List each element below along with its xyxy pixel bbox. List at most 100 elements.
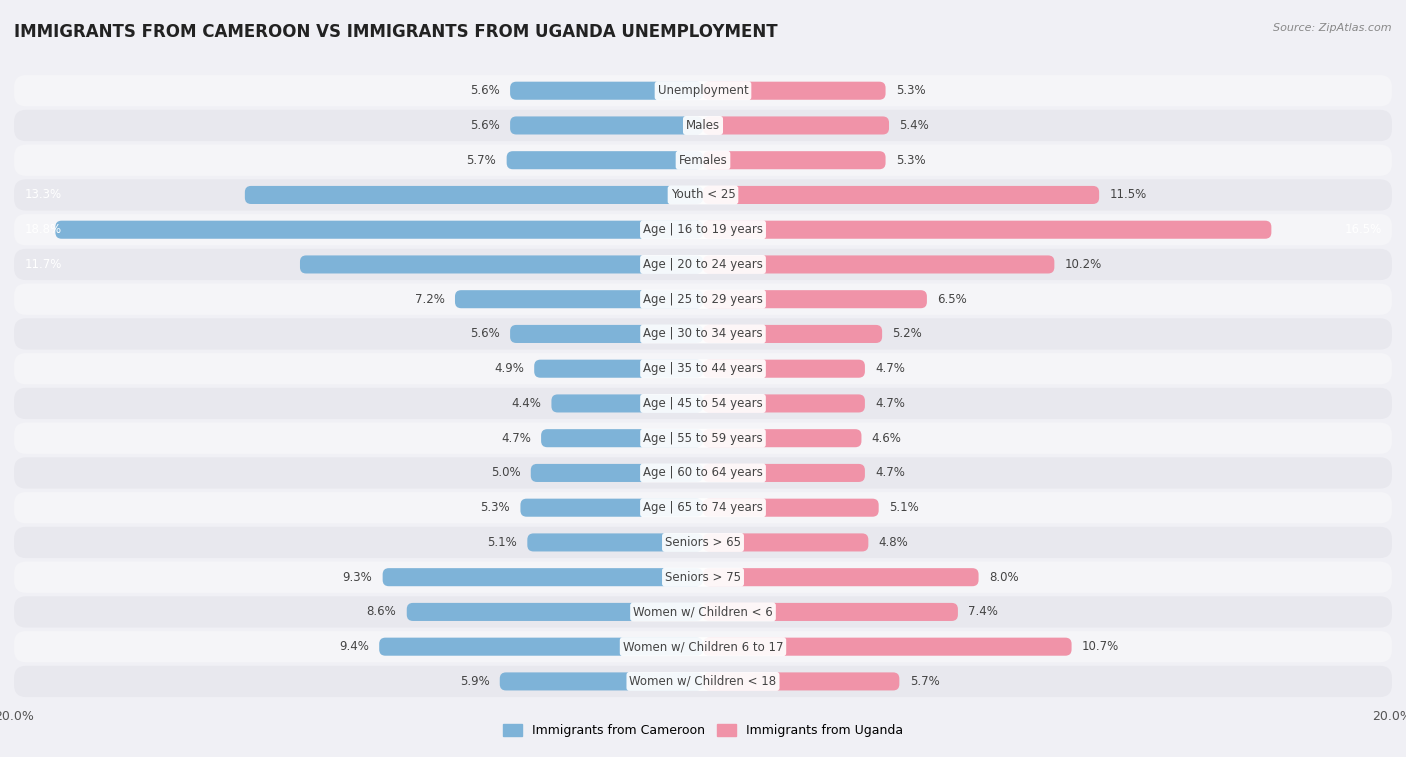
Text: Age | 25 to 29 years: Age | 25 to 29 years xyxy=(643,293,763,306)
Text: 9.3%: 9.3% xyxy=(343,571,373,584)
Text: Age | 60 to 64 years: Age | 60 to 64 years xyxy=(643,466,763,479)
Text: 4.6%: 4.6% xyxy=(872,431,901,444)
FancyBboxPatch shape xyxy=(14,249,1392,280)
FancyBboxPatch shape xyxy=(703,186,1099,204)
FancyBboxPatch shape xyxy=(541,429,703,447)
Text: 5.6%: 5.6% xyxy=(470,119,499,132)
FancyBboxPatch shape xyxy=(703,151,886,170)
FancyBboxPatch shape xyxy=(703,534,869,551)
Text: Age | 35 to 44 years: Age | 35 to 44 years xyxy=(643,362,763,375)
FancyBboxPatch shape xyxy=(510,82,703,100)
Text: Women w/ Children < 6: Women w/ Children < 6 xyxy=(633,606,773,618)
FancyBboxPatch shape xyxy=(703,464,865,482)
Text: 4.7%: 4.7% xyxy=(875,397,905,410)
FancyBboxPatch shape xyxy=(703,325,882,343)
Text: Women w/ Children < 18: Women w/ Children < 18 xyxy=(630,675,776,688)
FancyBboxPatch shape xyxy=(382,569,703,586)
Text: 5.2%: 5.2% xyxy=(893,328,922,341)
Text: 8.0%: 8.0% xyxy=(988,571,1018,584)
Text: 4.7%: 4.7% xyxy=(875,466,905,479)
FancyBboxPatch shape xyxy=(14,110,1392,141)
FancyBboxPatch shape xyxy=(703,637,1071,656)
FancyBboxPatch shape xyxy=(551,394,703,413)
Text: 5.1%: 5.1% xyxy=(488,536,517,549)
FancyBboxPatch shape xyxy=(14,214,1392,245)
FancyBboxPatch shape xyxy=(510,325,703,343)
FancyBboxPatch shape xyxy=(527,534,703,551)
FancyBboxPatch shape xyxy=(510,117,703,135)
Text: 4.8%: 4.8% xyxy=(879,536,908,549)
Text: 5.6%: 5.6% xyxy=(470,328,499,341)
FancyBboxPatch shape xyxy=(14,527,1392,558)
Text: 5.3%: 5.3% xyxy=(896,154,925,167)
Text: Unemployment: Unemployment xyxy=(658,84,748,97)
Text: 7.4%: 7.4% xyxy=(969,606,998,618)
FancyBboxPatch shape xyxy=(703,603,957,621)
Text: 7.2%: 7.2% xyxy=(415,293,444,306)
FancyBboxPatch shape xyxy=(703,255,1054,273)
FancyBboxPatch shape xyxy=(703,672,900,690)
FancyBboxPatch shape xyxy=(55,221,703,238)
FancyBboxPatch shape xyxy=(499,672,703,690)
Text: IMMIGRANTS FROM CAMEROON VS IMMIGRANTS FROM UGANDA UNEMPLOYMENT: IMMIGRANTS FROM CAMEROON VS IMMIGRANTS F… xyxy=(14,23,778,41)
Text: 4.9%: 4.9% xyxy=(494,362,524,375)
Text: 4.4%: 4.4% xyxy=(512,397,541,410)
Text: Age | 16 to 19 years: Age | 16 to 19 years xyxy=(643,223,763,236)
FancyBboxPatch shape xyxy=(14,562,1392,593)
FancyBboxPatch shape xyxy=(299,255,703,273)
FancyBboxPatch shape xyxy=(703,290,927,308)
FancyBboxPatch shape xyxy=(14,597,1392,628)
Legend: Immigrants from Cameroon, Immigrants from Uganda: Immigrants from Cameroon, Immigrants fro… xyxy=(498,719,908,743)
FancyBboxPatch shape xyxy=(703,394,865,413)
FancyBboxPatch shape xyxy=(14,631,1392,662)
Text: Males: Males xyxy=(686,119,720,132)
FancyBboxPatch shape xyxy=(703,360,865,378)
Text: 6.5%: 6.5% xyxy=(938,293,967,306)
Text: 5.9%: 5.9% xyxy=(460,675,489,688)
Text: Seniors > 65: Seniors > 65 xyxy=(665,536,741,549)
Text: 10.7%: 10.7% xyxy=(1083,640,1119,653)
Text: Youth < 25: Youth < 25 xyxy=(671,188,735,201)
FancyBboxPatch shape xyxy=(703,82,886,100)
Text: Age | 45 to 54 years: Age | 45 to 54 years xyxy=(643,397,763,410)
Text: Age | 20 to 24 years: Age | 20 to 24 years xyxy=(643,258,763,271)
Text: 5.7%: 5.7% xyxy=(910,675,939,688)
Text: Age | 65 to 74 years: Age | 65 to 74 years xyxy=(643,501,763,514)
FancyBboxPatch shape xyxy=(14,179,1392,210)
Text: Females: Females xyxy=(679,154,727,167)
FancyBboxPatch shape xyxy=(506,151,703,170)
Text: 5.7%: 5.7% xyxy=(467,154,496,167)
FancyBboxPatch shape xyxy=(14,666,1392,697)
Text: Age | 55 to 59 years: Age | 55 to 59 years xyxy=(643,431,763,444)
Text: 10.2%: 10.2% xyxy=(1064,258,1102,271)
Text: 16.5%: 16.5% xyxy=(1344,223,1382,236)
Text: Source: ZipAtlas.com: Source: ZipAtlas.com xyxy=(1274,23,1392,33)
FancyBboxPatch shape xyxy=(456,290,703,308)
Text: 5.1%: 5.1% xyxy=(889,501,918,514)
Text: 5.6%: 5.6% xyxy=(470,84,499,97)
FancyBboxPatch shape xyxy=(534,360,703,378)
FancyBboxPatch shape xyxy=(703,429,862,447)
Text: 11.5%: 11.5% xyxy=(1109,188,1147,201)
FancyBboxPatch shape xyxy=(14,284,1392,315)
Text: 11.7%: 11.7% xyxy=(24,258,62,271)
Text: Seniors > 75: Seniors > 75 xyxy=(665,571,741,584)
FancyBboxPatch shape xyxy=(14,75,1392,106)
Text: 4.7%: 4.7% xyxy=(501,431,531,444)
FancyBboxPatch shape xyxy=(14,492,1392,523)
FancyBboxPatch shape xyxy=(703,117,889,135)
Text: Women w/ Children 6 to 17: Women w/ Children 6 to 17 xyxy=(623,640,783,653)
FancyBboxPatch shape xyxy=(14,145,1392,176)
Text: 5.4%: 5.4% xyxy=(900,119,929,132)
Text: 9.4%: 9.4% xyxy=(339,640,368,653)
Text: Age | 30 to 34 years: Age | 30 to 34 years xyxy=(643,328,763,341)
FancyBboxPatch shape xyxy=(14,422,1392,454)
Text: 8.6%: 8.6% xyxy=(367,606,396,618)
FancyBboxPatch shape xyxy=(703,499,879,517)
FancyBboxPatch shape xyxy=(520,499,703,517)
Text: 5.3%: 5.3% xyxy=(896,84,925,97)
FancyBboxPatch shape xyxy=(245,186,703,204)
FancyBboxPatch shape xyxy=(703,221,1271,238)
Text: 18.8%: 18.8% xyxy=(24,223,62,236)
Text: 13.3%: 13.3% xyxy=(24,188,62,201)
